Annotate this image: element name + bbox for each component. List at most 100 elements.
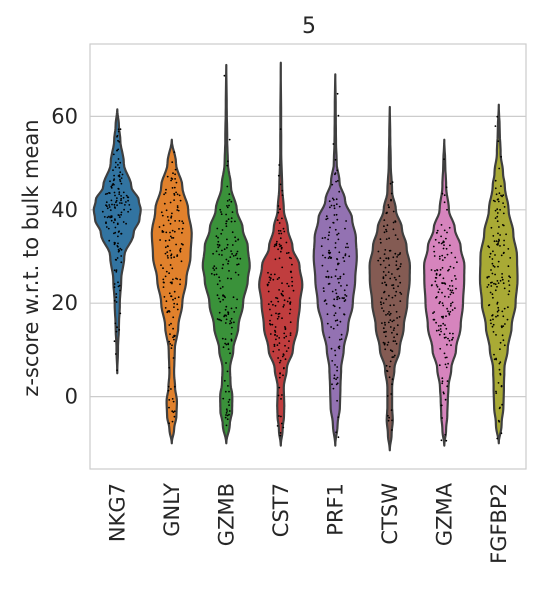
data-point	[167, 257, 169, 259]
data-point	[497, 260, 500, 263]
data-point	[347, 246, 349, 249]
data-point	[230, 307, 233, 310]
data-point	[106, 207, 109, 210]
data-point	[327, 276, 330, 279]
data-point	[391, 273, 393, 275]
x-tick-label: GZMA	[432, 482, 456, 546]
data-point	[178, 220, 181, 222]
data-point	[335, 180, 337, 183]
data-point	[170, 257, 173, 259]
data-point	[282, 426, 285, 429]
data-point	[330, 204, 333, 207]
data-point	[269, 319, 271, 322]
data-point	[230, 217, 233, 220]
data-point	[217, 240, 220, 243]
data-point	[167, 219, 170, 222]
data-point	[119, 247, 122, 250]
data-point	[432, 245, 435, 248]
data-point	[174, 178, 177, 180]
data-point	[385, 230, 388, 233]
data-point	[337, 238, 340, 241]
data-point	[497, 382, 500, 384]
data-point	[272, 303, 274, 306]
data-point	[337, 114, 340, 117]
data-point	[338, 347, 341, 350]
data-point	[492, 323, 495, 326]
data-point	[222, 298, 225, 301]
data-point	[288, 297, 291, 299]
data-point	[387, 204, 390, 206]
data-point	[430, 269, 433, 271]
data-point	[164, 246, 167, 249]
data-point	[322, 287, 325, 289]
data-point	[101, 210, 104, 213]
violin-fgfbp2	[478, 103, 519, 445]
data-point	[225, 222, 228, 225]
data-point	[502, 212, 505, 215]
data-point	[119, 161, 122, 164]
data-point	[389, 326, 392, 328]
data-point	[447, 337, 449, 340]
data-point	[284, 358, 287, 361]
data-point	[282, 305, 285, 308]
data-point	[165, 188, 167, 191]
data-point	[343, 289, 346, 292]
data-point	[108, 192, 111, 195]
data-point	[274, 304, 277, 307]
data-point	[163, 202, 166, 205]
data-point	[501, 273, 503, 275]
data-point	[181, 227, 184, 230]
data-point	[430, 284, 433, 287]
data-point	[110, 219, 113, 222]
data-point	[269, 308, 271, 311]
data-point	[443, 201, 446, 204]
data-point	[392, 221, 395, 224]
data-point	[502, 282, 505, 285]
data-point	[218, 253, 221, 256]
data-point	[388, 376, 391, 379]
data-point	[163, 193, 166, 196]
data-point	[451, 301, 454, 304]
data-point	[501, 310, 504, 313]
data-point	[442, 241, 444, 244]
data-point	[331, 383, 333, 386]
data-point	[226, 246, 228, 249]
data-point	[445, 315, 447, 318]
data-point	[496, 303, 499, 305]
data-point	[493, 353, 495, 356]
data-point	[182, 222, 185, 225]
data-point	[281, 189, 284, 192]
data-point	[387, 414, 389, 417]
data-point	[346, 284, 348, 287]
data-point	[324, 299, 327, 302]
data-point	[346, 242, 348, 245]
data-point	[118, 141, 121, 143]
data-point	[443, 282, 446, 285]
data-point	[117, 248, 120, 251]
data-point	[225, 362, 227, 364]
data-point	[174, 220, 177, 222]
data-point	[501, 224, 504, 226]
data-point	[395, 278, 397, 281]
data-point	[443, 229, 446, 232]
data-point	[115, 270, 118, 273]
data-point	[228, 390, 230, 393]
data-point	[272, 278, 275, 281]
data-point	[176, 308, 179, 311]
data-point	[166, 245, 169, 248]
data-point	[164, 239, 167, 242]
data-point	[119, 312, 122, 315]
x-tick-label: CTSW	[378, 483, 402, 545]
data-point	[279, 128, 282, 131]
data-point	[390, 192, 393, 195]
data-point	[108, 215, 110, 218]
data-point	[334, 289, 337, 291]
data-point	[234, 236, 237, 239]
data-point	[391, 429, 393, 431]
data-point	[450, 252, 453, 254]
data-point	[449, 289, 452, 292]
data-point	[382, 302, 385, 304]
data-point	[493, 266, 496, 268]
data-point	[269, 323, 271, 325]
data-point	[117, 250, 120, 253]
